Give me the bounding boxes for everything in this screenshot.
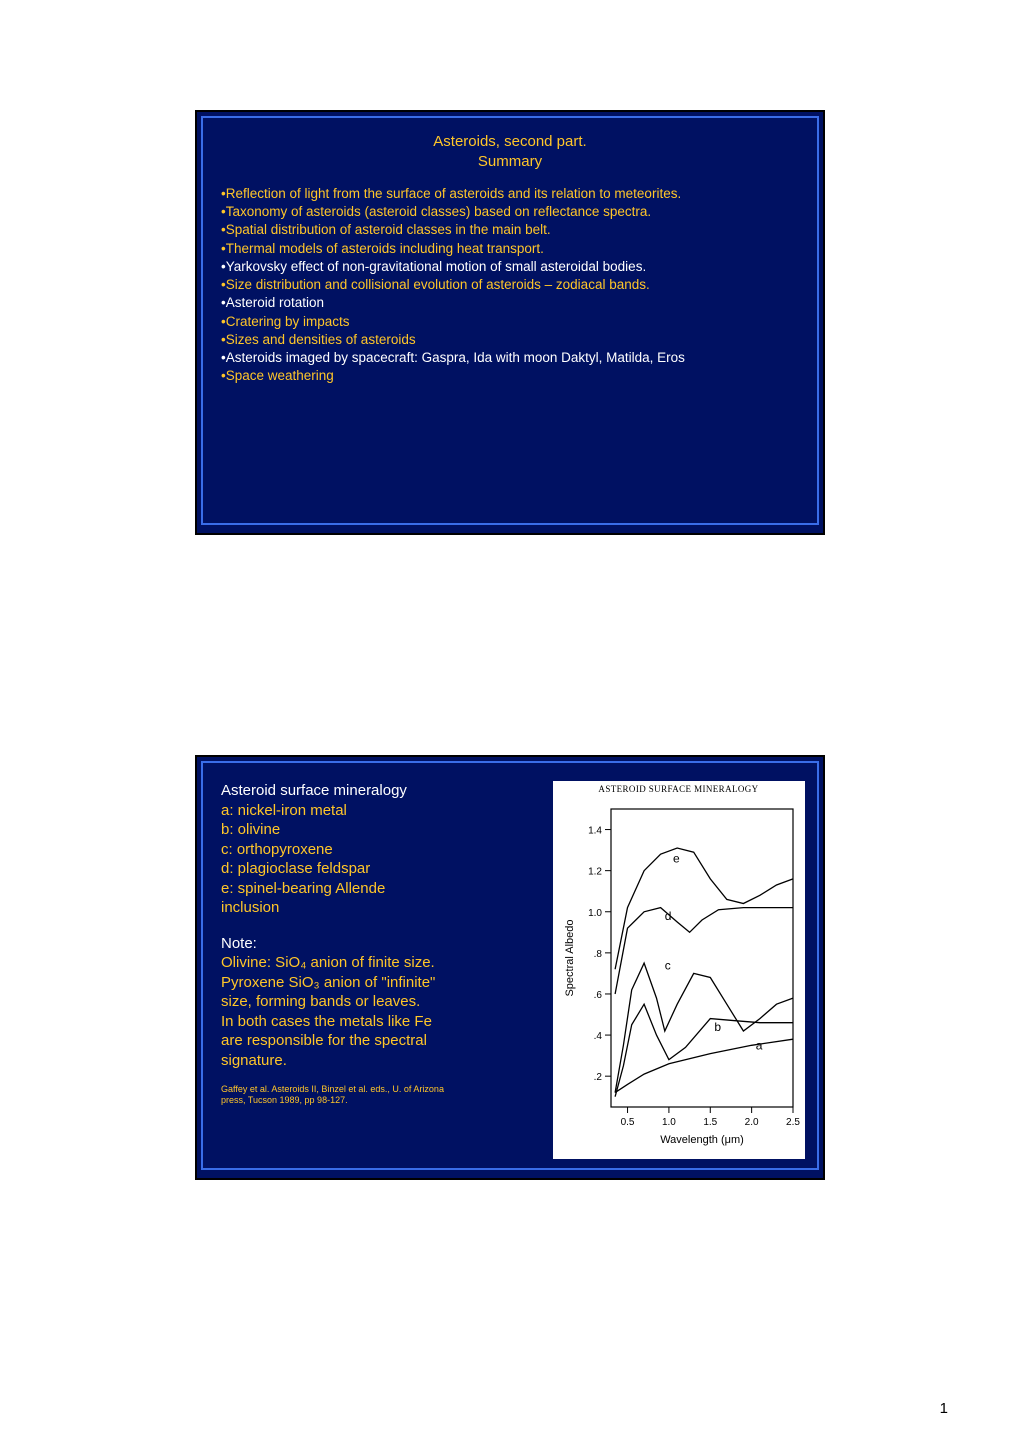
svg-text:1.2: 1.2 [588, 867, 602, 878]
bullet-item: •Spatial distribution of asteroid classe… [221, 221, 799, 239]
svg-text:1.4: 1.4 [588, 826, 602, 837]
chart-title: ASTEROID SURFACE MINERALOGY [553, 784, 805, 794]
bullet-item: •Cratering by impacts [221, 313, 799, 331]
title-line-2: Summary [221, 152, 799, 172]
note-line: size, forming bands or leaves. [221, 992, 544, 1012]
bullet-item: •Space weathering [221, 367, 799, 385]
bullet-item: •Thermal models of asteroids including h… [221, 240, 799, 258]
slide-1: Asteroids, second part. Summary •Reflect… [195, 110, 825, 535]
svg-text:2.5: 2.5 [786, 1117, 800, 1128]
slide-2-left: Asteroid surface mineralogy a: nickel-ir… [221, 781, 552, 1156]
mineralogy-items: a: nickel-iron metalb: olivinec: orthopy… [221, 801, 544, 918]
chart-box: ASTEROID SURFACE MINERALOGY 0.5 1.0 1.5 2.0… [553, 781, 805, 1159]
citation-line-2: press, Tucson 1989, pp 98-127. [221, 1095, 544, 1106]
svg-text:1.0: 1.0 [588, 908, 602, 919]
mineralogy-header: Asteroid surface mineralogy [221, 781, 544, 801]
note-block: Note: Olivine: SiO₄ anion of finite size… [221, 934, 544, 1071]
svg-text:.2: .2 [593, 1072, 602, 1083]
note-line: are responsible for the spectral [221, 1031, 544, 1051]
bullet-item: •Taxonomy of asteroids (asteroid classes… [221, 203, 799, 221]
svg-text:Wavelength (μm): Wavelength (μm) [660, 1134, 744, 1146]
svg-text:b: b [714, 1020, 721, 1034]
slide-2-inner: Asteroid surface mineralogy a: nickel-ir… [201, 761, 819, 1170]
bullet-item: •Asteroids imaged by spacecraft: Gaspra,… [221, 349, 799, 367]
svg-text:.8: .8 [593, 949, 602, 960]
svg-text:0.5: 0.5 [620, 1117, 634, 1128]
mineral-item: d: plagioclase feldspar [221, 859, 544, 879]
slide-1-title: Asteroids, second part. Summary [221, 132, 799, 171]
slide-1-bullets: •Reflection of light from the surface of… [221, 185, 799, 385]
bullet-item: •Sizes and densities of asteroids [221, 331, 799, 349]
title-line-1: Asteroids, second part. [221, 132, 799, 152]
mineral-item: a: nickel-iron metal [221, 801, 544, 821]
note-header: Note: [221, 934, 544, 954]
svg-text:2.0: 2.0 [744, 1117, 758, 1128]
chart-svg: 0.5 1.0 1.5 2.0 2.5 .2 .4 .6 .8 1.0 1.2 1.4 a b c d e Wav… [553, 799, 805, 1159]
svg-text:1.0: 1.0 [661, 1117, 675, 1128]
svg-text:c: c [664, 958, 670, 972]
bullet-item: •Size distribution and collisional evolu… [221, 276, 799, 294]
bullet-item: •Asteroid rotation [221, 294, 799, 312]
mineral-item: b: olivine [221, 820, 544, 840]
svg-text:a: a [755, 1038, 762, 1052]
svg-text:.4: .4 [593, 1031, 602, 1042]
bullet-item: •Yarkovsky effect of non-gravitational m… [221, 258, 799, 276]
page-number: 1 [940, 1400, 948, 1417]
mineral-item: e: spinel-bearing Allende [221, 879, 544, 899]
note-line: Pyroxene SiO₃ anion of "infinite" [221, 973, 544, 993]
svg-text:1.5: 1.5 [703, 1117, 717, 1128]
slide-2: Asteroid surface mineralogy a: nickel-ir… [195, 755, 825, 1180]
mineral-item: inclusion [221, 898, 544, 918]
slide-2-right: ASTEROID SURFACE MINERALOGY 0.5 1.0 1.5 2.0… [552, 781, 805, 1156]
citation: Gaffey et al. Asteroids II, Binzel et al… [221, 1084, 544, 1107]
note-line: signature. [221, 1051, 544, 1071]
citation-line-1: Gaffey et al. Asteroids II, Binzel et al… [221, 1084, 544, 1095]
bullet-item: •Reflection of light from the surface of… [221, 185, 799, 203]
note-line: In both cases the metals like Fe [221, 1012, 544, 1032]
note-lines: Olivine: SiO₄ anion of finite size.Pyrox… [221, 953, 544, 1070]
mineral-item: c: orthopyroxene [221, 840, 544, 860]
svg-text:d: d [664, 909, 671, 923]
svg-text:.6: .6 [593, 990, 602, 1001]
slide-1-inner: Asteroids, second part. Summary •Reflect… [201, 116, 819, 525]
svg-text:e: e [673, 851, 680, 865]
note-line: Olivine: SiO₄ anion of finite size. [221, 953, 544, 973]
svg-text:Spectral Albedo: Spectral Albedo [564, 919, 576, 996]
